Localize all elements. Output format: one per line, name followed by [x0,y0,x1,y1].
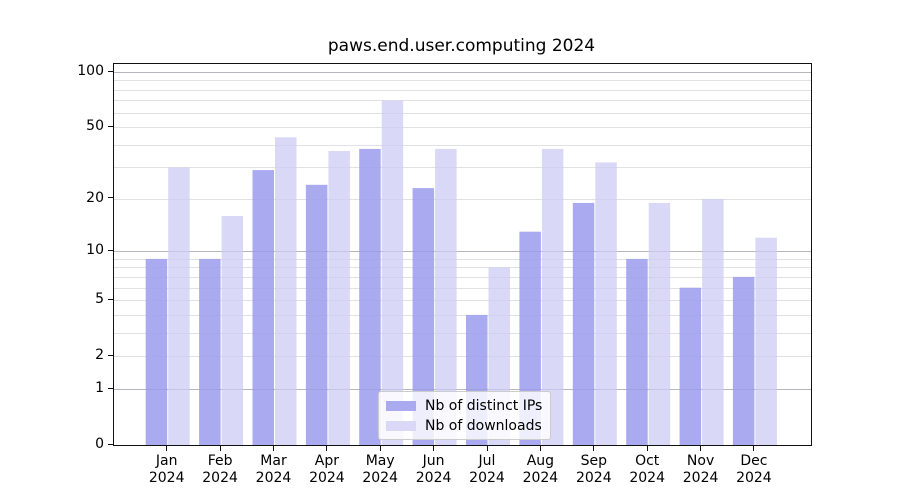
x-axis-year: 2024 [575,470,612,486]
legend-entry-distinct-ips: Nb of distinct IPs [386,397,542,414]
y-axis-tick-mark [108,298,113,300]
y-axis-tick-mark [108,354,113,356]
bar-downloads-jan [168,167,190,445]
bar-ips-sep [572,202,595,445]
y-axis-tick-label: 0 [95,436,104,452]
x-axis-tick-mark [379,446,381,451]
x-axis-tick-label: Mar 2024 [244,453,304,487]
x-axis-tick-label: Feb 2024 [190,453,250,487]
bar-ips-feb [199,258,221,445]
x-axis-tick-label: Oct 2024 [617,453,677,487]
legend-swatch-distinct-ips [386,400,416,411]
y-axis-tick-label: 1 [95,380,104,396]
x-axis-year: 2024 [629,470,665,486]
bar-downloads-apr [328,151,350,445]
gridline-overlay [114,72,811,390]
y-axis-tick-label: 10 [86,242,104,259]
y-axis-tick-label: 100 [77,63,104,79]
bar-downloads-aug [541,148,564,445]
x-axis-month: Nov [686,453,715,469]
x-axis-year: 2024 [202,470,238,486]
bar-ips-nov [679,287,702,445]
legend-label: Nb of distinct IPs [425,397,543,414]
x-axis-year: 2024 [736,470,772,486]
x-axis-tick-label: Aug 2024 [510,453,570,487]
x-axis-tick-mark [486,446,488,451]
x-axis-tick-label: Jan 2024 [137,453,197,487]
x-axis-tick-label: Jun 2024 [404,453,464,487]
bar-downloads-may [381,100,404,445]
x-axis-tick-mark [273,446,274,451]
x-axis-tick-mark [700,446,702,451]
x-axis-year: 2024 [362,470,398,486]
y-axis-tick-mark [108,249,113,251]
x-axis-tick-mark [646,446,648,451]
y-axis-tick-label: 5 [95,291,104,308]
bar-downloads-mar [275,137,297,445]
bar-ips-jan [145,258,168,445]
x-axis-tick-mark [433,446,435,451]
x-axis-month: Jul [478,453,496,469]
bar-ips-mar [252,170,274,445]
chart-title: paws.end.user.computing 2024 [327,36,596,56]
x-axis-tick-label: Nov 2024 [671,453,731,487]
x-axis-year: 2024 [255,470,292,486]
bars [145,100,777,445]
bar-downloads-nov [702,198,724,445]
x-axis-tick-mark [166,446,168,451]
x-axis-year: 2024 [309,470,345,486]
y-axis-tick-mark [108,70,113,72]
plot-area [113,63,812,446]
y-axis-tick-label: 2 [95,347,104,364]
bar-ips-apr [305,184,328,445]
y-axis-tick-mark [108,197,113,199]
legend: Nb of distinct IPs Nb of downloads [378,391,552,440]
x-axis-tick-mark [593,446,595,451]
bar-downloads-jun [435,148,457,445]
x-axis-month: Jan [155,453,178,469]
x-axis-month: Dec [740,453,768,469]
x-axis-month: Feb [207,453,233,469]
x-axis-month: Apr [314,453,339,469]
bar-downloads-sep [595,162,617,445]
bar-downloads-oct [648,202,671,445]
x-axis-tick-label: Apr 2024 [297,453,357,487]
x-axis-tick-mark [326,446,328,451]
legend-swatch-downloads [386,420,416,431]
y-axis-tick-label: 50 [86,118,104,135]
x-axis-tick-mark [539,446,541,451]
x-axis-year: 2024 [415,470,452,486]
bar-downloads-dec [755,237,777,445]
x-axis-tick-mark [753,446,755,451]
x-axis-year: 2024 [469,470,505,486]
bar-ips-dec [732,276,755,445]
x-axis-year: 2024 [682,470,719,486]
x-axis-year: 2024 [148,470,185,486]
x-axis-year: 2024 [522,470,559,486]
y-axis-tick-mark [108,443,113,445]
bar-ips-oct [626,258,648,445]
x-axis-month: Jun [422,453,445,469]
y-axis-tick-mark [108,125,113,127]
x-axis-tick-label: Sep 2024 [564,453,624,487]
x-axis-tick-label: Jul 2024 [457,453,517,487]
x-axis-tick-mark [219,446,221,451]
legend-entry-downloads: Nb of downloads [386,417,542,434]
x-axis-month: May [365,453,395,469]
x-axis-tick-label: May 2024 [350,453,410,487]
y-axis-tick-mark [108,387,113,389]
x-axis-tick-label: Dec 2024 [724,453,784,487]
y-axis-tick-label: 20 [86,189,104,206]
x-axis-month: Aug [526,453,555,469]
x-axis-month: Sep [580,453,607,469]
legend-label: Nb of downloads [425,417,542,434]
plot-canvas [114,72,811,445]
bar-ips-may [359,148,381,445]
bar-ips-jun [412,188,435,445]
x-axis-month: Oct [635,453,660,469]
x-axis-month: Mar [260,453,287,469]
bar-downloads-feb [221,216,244,445]
